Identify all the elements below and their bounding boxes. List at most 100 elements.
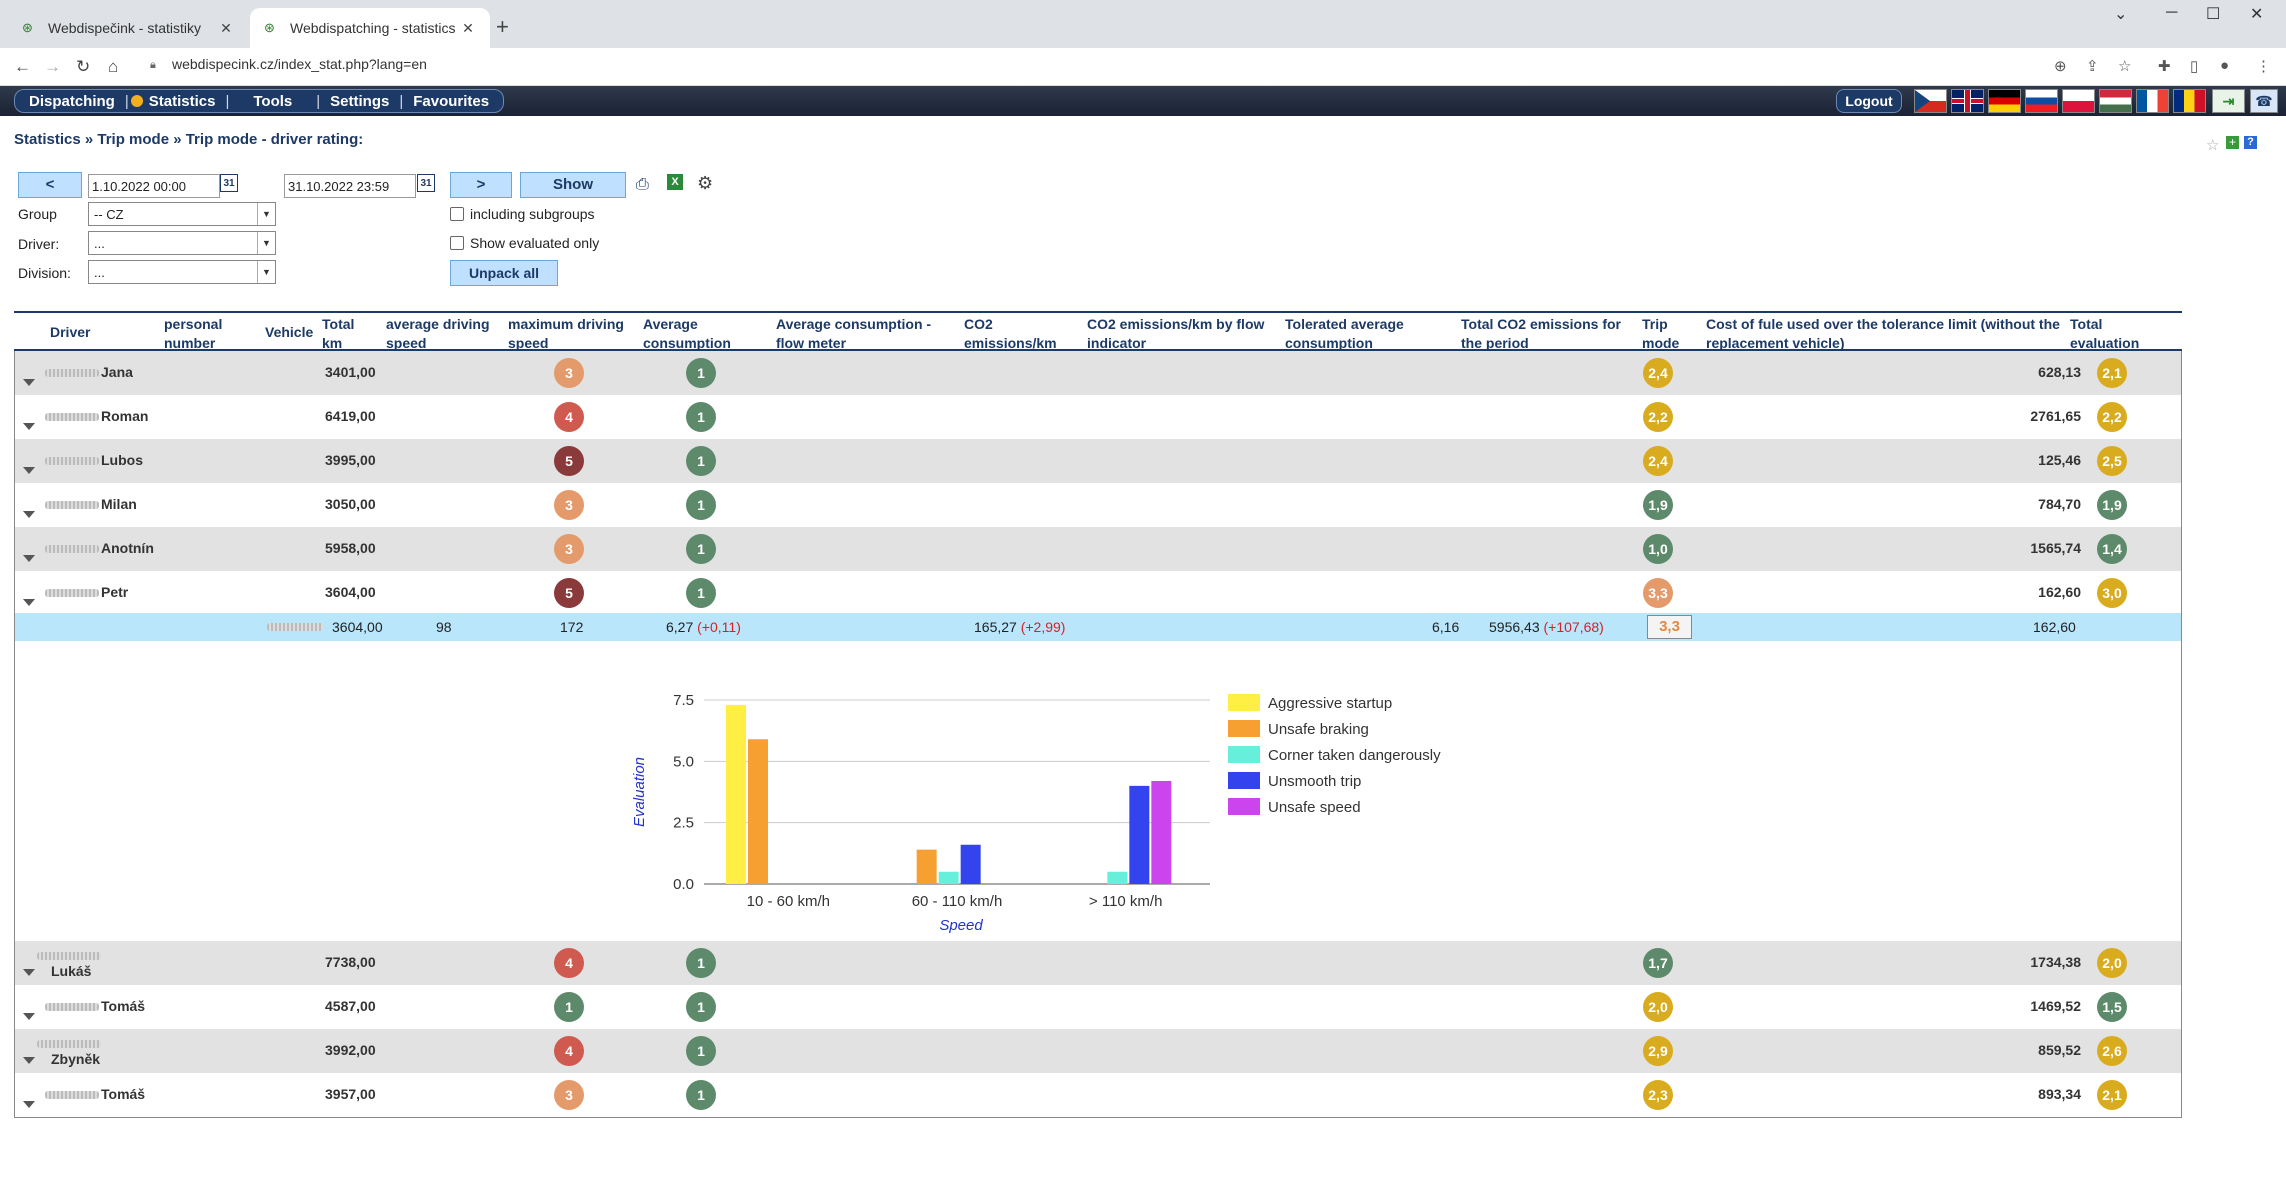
calendar-from-icon[interactable]: 31 [220, 174, 238, 192]
menu-item-settings[interactable]: Settings [330, 92, 390, 110]
menu-item-statistics[interactable]: Statistics [148, 92, 216, 110]
prev-period-button[interactable]: < [18, 172, 82, 198]
table-row[interactable]: Tomáš 3957,00 3 1 2,3 893,34 2,1 [15, 1073, 2181, 1117]
date-from-input[interactable]: 1.10.2022 00:00 [88, 174, 220, 198]
next-period-button[interactable]: > [450, 172, 512, 198]
expand-caret-icon[interactable] [23, 1101, 35, 1108]
menu-item-favourites[interactable]: Favourites [413, 92, 490, 110]
flag-cz-icon[interactable] [1914, 89, 1947, 113]
flag-ro-icon[interactable] [2173, 89, 2206, 113]
menu-item-tools[interactable]: Tools [253, 92, 293, 110]
calendar-to-icon[interactable]: 31 [417, 174, 435, 192]
chevron-down-icon[interactable]: ⌄ [2114, 6, 2128, 23]
col-trip-mode[interactable]: Trip mode [1642, 316, 1680, 351]
expand-caret-icon[interactable] [23, 555, 35, 562]
flag-fr-icon[interactable] [2136, 89, 2169, 113]
col-personal-number[interactable]: personal number [164, 316, 223, 351]
expand-caret-icon[interactable] [23, 1057, 35, 1064]
sidebar-icon[interactable]: ▯ [2190, 58, 2199, 75]
flag-sk-icon[interactable] [2025, 89, 2058, 113]
back-icon[interactable]: ← [14, 57, 31, 76]
table-row[interactable]: Jana 3401,00 3 1 2,4 628,13 2,1 [15, 351, 2181, 395]
zoom-icon[interactable]: ⊕ [2054, 58, 2067, 75]
table-row[interactable]: Lukáš 7738,00 4 1 1,7 1734,38 2,0 [15, 941, 2181, 985]
driver-name[interactable]: Milan [45, 496, 137, 512]
share-icon[interactable]: ⇪ [2086, 58, 2099, 75]
close-window-icon[interactable]: ✕ [2250, 6, 2264, 23]
table-row[interactable]: Petr 3604,00 5 1 3,3 162,60 3,0 [15, 571, 2181, 615]
phone-icon[interactable]: ☎ [2250, 89, 2278, 113]
col-vehicle[interactable]: Vehicle [265, 324, 314, 340]
table-row[interactable]: Anotnín 5958,00 3 1 1,0 1565,74 1,4 [15, 527, 2181, 571]
table-row[interactable]: Lubos 3995,00 5 1 2,4 125,46 2,5 [15, 439, 2181, 483]
expand-caret-icon[interactable] [23, 423, 35, 430]
forward-icon[interactable]: → [44, 57, 61, 76]
driver-name[interactable]: Anotnín [45, 540, 154, 556]
col-driver[interactable]: Driver [50, 324, 91, 340]
driver-name[interactable]: Tomáš [45, 1086, 145, 1102]
table-row[interactable]: Tomáš 4587,00 1 1 2,0 1469,52 1,5 [15, 985, 2181, 1029]
new-tab-icon[interactable]: + [496, 14, 509, 39]
expand-caret-icon[interactable] [23, 379, 35, 386]
flag-hu-icon[interactable] [2099, 89, 2132, 113]
settings-gear-icon[interactable]: ⚙ [697, 173, 714, 193]
favourite-star-icon[interactable]: ☆ [2206, 137, 2220, 154]
division-select[interactable]: ... ▼ [88, 260, 276, 284]
export-icon[interactable]: ⇥ [2212, 89, 2245, 113]
checkbox-box[interactable] [450, 236, 464, 250]
more-icon[interactable]: ⋮ [2256, 58, 2271, 75]
col-co2-emissions-km[interactable]: CO2 emissions/km [964, 316, 1057, 351]
col-tolerated-average-consumption[interactable]: Tolerated average consumption [1285, 316, 1404, 351]
table-row[interactable]: Zbyněk 3992,00 4 1 2,9 859,52 2,6 [15, 1029, 2181, 1073]
col-total-co2-emissions[interactable]: Total CO2 emissions for the period [1461, 316, 1621, 351]
profile-icon[interactable]: ● [2220, 57, 2230, 74]
driver-name[interactable]: Roman [45, 408, 148, 424]
extensions-icon[interactable]: ✚ [2158, 58, 2171, 75]
flag-gb-icon[interactable] [1951, 89, 1984, 113]
home-icon[interactable]: ⌂ [108, 57, 119, 76]
expand-caret-icon[interactable] [23, 969, 35, 976]
col-average-consumption[interactable]: Average consumption [643, 316, 731, 351]
bookmark-star-icon[interactable]: ☆ [2118, 58, 2132, 75]
col-average-driving-speed[interactable]: average driving speed [386, 316, 490, 351]
expand-caret-icon[interactable] [23, 511, 35, 518]
group-select[interactable]: -- CZ ▼ [88, 202, 276, 226]
unpack-all-button[interactable]: Unpack all [450, 260, 558, 286]
close-tab-icon[interactable]: ✕ [462, 19, 474, 36]
driver-name[interactable]: Lubos [45, 452, 143, 468]
close-tab-icon[interactable]: ✕ [220, 19, 232, 36]
expand-caret-icon[interactable] [23, 599, 35, 606]
expand-caret-icon[interactable] [23, 467, 35, 474]
driver-name[interactable]: Lukáš [37, 947, 103, 979]
add-icon[interactable]: + [2226, 136, 2239, 149]
col-cost-over-tolerance[interactable]: Cost of fule used over the tolerance lim… [1706, 316, 2060, 351]
show-evaluated-only-checkbox[interactable]: Show evaluated only [450, 235, 599, 251]
driver-name[interactable]: Jana [45, 364, 133, 380]
including-subgroups-checkbox[interactable]: including subgroups [450, 206, 595, 222]
reload-icon[interactable]: ↻ [76, 57, 91, 76]
browser-tab[interactable]: ⊛ Webdispečink - statistiky ✕ [8, 8, 248, 48]
checkbox-box[interactable] [450, 207, 464, 221]
col-co2-emissions-flow[interactable]: CO2 emissions/km by flow indicator [1087, 316, 1265, 351]
print-icon[interactable]: ⎙ [636, 176, 649, 193]
expand-caret-icon[interactable] [23, 1013, 35, 1020]
table-row[interactable]: Roman 6419,00 4 1 2,2 2761,65 2,2 [15, 395, 2181, 439]
show-button[interactable]: Show [520, 172, 626, 198]
flag-pl-icon[interactable] [2062, 89, 2095, 113]
minimize-icon[interactable]: ─ [2166, 4, 2178, 21]
excel-export-icon[interactable]: X [667, 174, 683, 190]
driver-select[interactable]: ... ▼ [88, 231, 276, 255]
help-icon[interactable]: ? [2244, 136, 2257, 149]
flag-de-icon[interactable] [1988, 89, 2021, 113]
maximize-icon[interactable]: ☐ [2206, 6, 2221, 23]
driver-name[interactable]: Petr [45, 584, 128, 600]
col-maximum-driving-speed[interactable]: maximum driving speed [508, 316, 624, 351]
driver-name[interactable]: Zbyněk [37, 1035, 103, 1067]
url-field[interactable]: webdispecink.cz/index_stat.php?lang=en [172, 56, 427, 72]
logout-button[interactable]: Logout [1836, 89, 1902, 113]
col-total-km[interactable]: Total km [322, 316, 355, 351]
col-total-evaluation[interactable]: Total evaluation [2070, 316, 2140, 351]
driver-name[interactable]: Tomáš [45, 998, 145, 1014]
col-average-consumption-flow-meter[interactable]: Average consumption - flow meter [776, 316, 932, 351]
date-to-input[interactable]: 31.10.2022 23:59 [284, 174, 416, 198]
